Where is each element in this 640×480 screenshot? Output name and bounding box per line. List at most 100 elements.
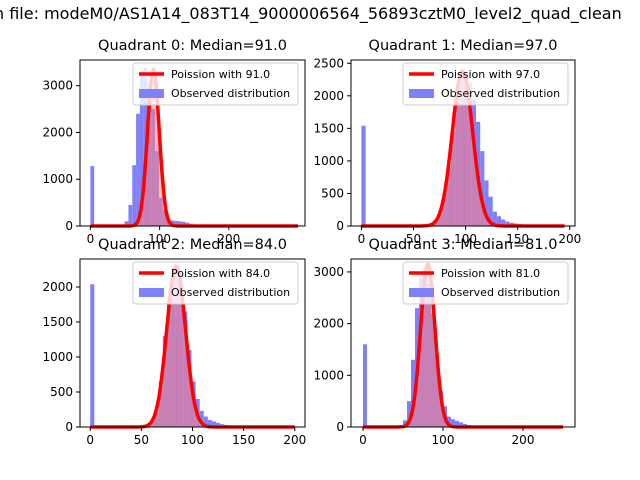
poisson-fill [361,71,565,226]
y-tick-label: 1000 [313,368,344,382]
histogram-bar [132,165,137,226]
histogram-bar [496,216,502,226]
legend-bar-swatch [409,89,434,98]
histogram-bar [488,196,493,226]
legend-bar-swatch [139,288,164,297]
y-tick-label: 1000 [42,172,73,186]
legend-box [132,261,299,305]
chart-title: Quadrant 0: Median=91.0 [98,38,287,54]
legend-bar-swatch [409,288,434,297]
y-tick-label: 0 [65,219,73,233]
x-tick-label: 100 [432,433,455,447]
legend: Poission with 84.0 Observed distribution [132,261,299,305]
histogram-bar [128,204,133,226]
histogram-bar [447,416,451,427]
histogram-bar [136,113,140,226]
axes-frame [79,59,306,227]
legend-box [132,62,299,106]
legend-label: Observed distribution [171,87,290,100]
legend-box [402,62,569,106]
x-tick-label: 0 [358,232,366,246]
y-tick-label: 3000 [42,79,73,93]
histogram-bar [480,151,485,226]
histogram-bar [216,422,221,427]
histogram-bar [139,71,144,226]
histogram-bar [90,166,95,226]
histogram-bar [203,416,208,427]
y-tick-label: 0 [336,219,344,233]
histogram-bar [361,125,366,226]
x-tick-label: 0 [359,433,367,447]
histogram-bar [181,221,186,226]
histogram-bar [459,422,463,427]
legend-label: Poission with 91.0 [171,68,270,81]
histogram-bar [451,419,455,427]
legend-label: Poission with 97.0 [441,68,540,81]
histogram-bar [124,221,129,226]
y-tick-label: 1500 [42,315,73,329]
legend-label: Poission with 81.0 [441,267,540,280]
histogram-bar [403,420,407,427]
histogram-bar [407,401,411,427]
y-tick-label: 3000 [313,265,344,279]
histogram-bar [505,221,510,226]
histogram-bar [501,219,506,226]
y-tick-label: 1000 [313,154,344,168]
y-tick-label: 2000 [313,89,344,103]
x-tick-label: 150 [506,232,529,246]
legend-bar-swatch [139,89,164,98]
legend-box [402,261,569,305]
histogram-bar [411,359,415,427]
histogram-bar [455,420,459,427]
y-tick-label: 500 [321,186,344,200]
x-tick-label: 200 [512,433,535,447]
legend: Poission with 81.0 Observed distribution [402,261,569,305]
axes-frame [350,258,576,428]
histogram-bar [492,211,497,226]
legend-label: Poission with 84.0 [171,267,270,280]
y-tick-label: 2000 [42,280,73,294]
chart-title: Quadrant 1: Median=97.0 [369,38,558,54]
histogram-bar [363,344,367,427]
suptitle-text: n file: modeM0/AS1A14_083T14_9000006564_… [0,4,622,23]
legend: Poission with 91.0 Observed distribution [132,62,299,106]
histogram-bar [207,420,212,427]
y-tick-label: 2000 [42,125,73,139]
x-tick-label: 200 [558,232,581,246]
y-tick-label: 1000 [42,350,73,364]
axes-frame [350,59,576,227]
y-tick-label: 500 [50,385,73,399]
chart-title: Quadrant 3: Median=81.0 [369,237,558,253]
x-tick-label: 200 [217,232,240,246]
x-tick-label: 150 [232,433,255,447]
quadrant-1-chart: 0 50 100 150 20005001000150020002500Quadrant… [313,38,581,246]
y-tick-label: 0 [336,420,344,434]
x-tick-label: 100 [148,232,171,246]
histogram-bar [174,220,178,226]
y-tick-label: 1500 [313,121,344,135]
y-tick-label: 2500 [313,56,344,70]
histogram-bar [484,180,489,226]
y-tick-label: 2000 [313,317,344,331]
legend-label: Observed distribution [441,286,560,299]
legend-label: Observed distribution [171,286,290,299]
x-tick-label: 200 [283,433,306,447]
chart-title: Quadrant 2: Median=84.0 [98,237,287,253]
x-tick-label: 100 [454,232,477,246]
legend-label: Observed distribution [441,87,560,100]
histogram-bar [90,284,95,427]
x-tick-label: 0 [87,232,95,246]
x-tick-label: 100 [181,433,204,447]
legend: Poission with 97.0 Observed distribution [402,62,569,106]
y-tick-label: 0 [65,420,73,434]
histogram-bar [177,221,182,226]
x-tick-label: 0 [86,433,94,447]
histogram-bar [199,410,204,427]
histogram-bar [211,421,217,427]
x-tick-label: 50 [406,232,421,246]
x-tick-label: 50 [134,433,149,447]
